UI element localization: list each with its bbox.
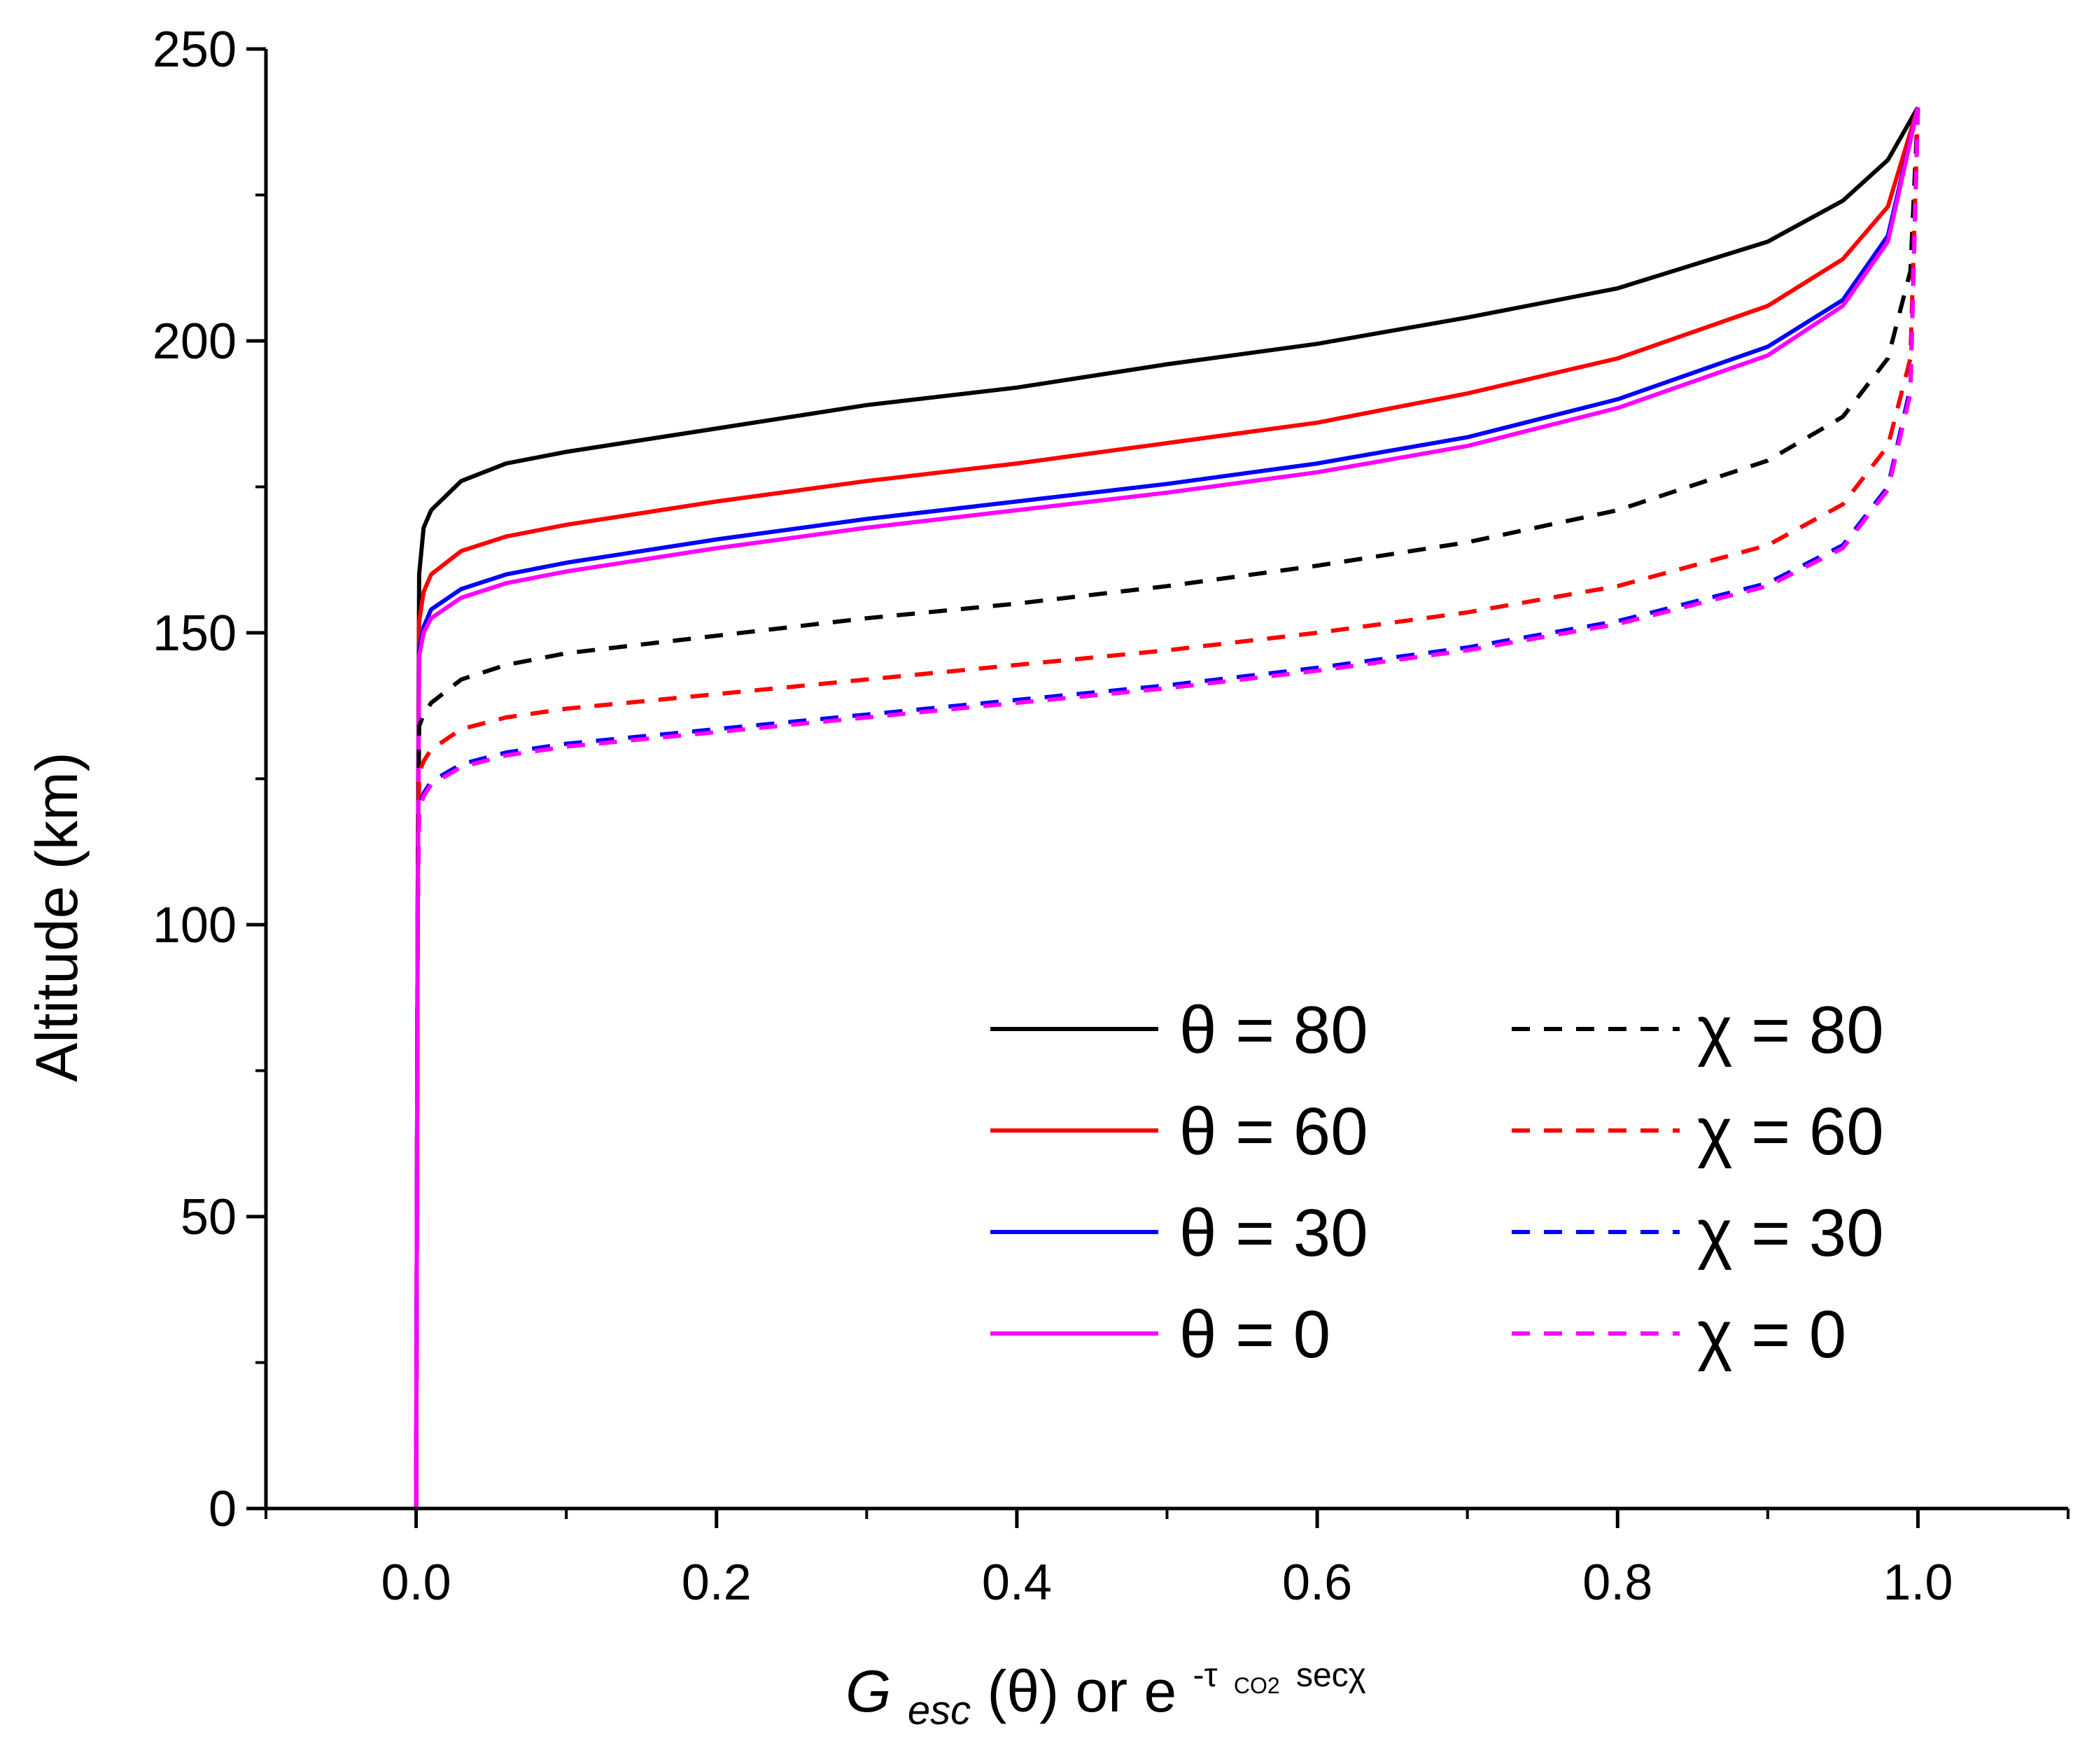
series-line-4 xyxy=(414,106,1920,1509)
series-line-6 xyxy=(414,107,1920,1509)
y-tick-label: 200 xyxy=(153,314,237,370)
y-tick-label: 100 xyxy=(153,897,237,953)
x-axis-title: G esc (θ) or e -τ CO2 secχ xyxy=(845,1633,1366,1737)
x-axis-title-exp-sub: CO2 xyxy=(1234,1673,1280,1698)
legend-label-6: χ = 60 xyxy=(1697,1094,1884,1169)
y-axis-title: Altitude (km) xyxy=(24,752,90,1082)
y-tick-label: 0 xyxy=(209,1481,237,1537)
legend-label-2: θ = 60 xyxy=(1179,1094,1368,1169)
y-ticks: 0 50 100 150 200 250 xyxy=(153,22,266,1537)
x-axis-title-exp-suffix: secχ xyxy=(1296,1657,1366,1694)
x-ticks: 0.0 0.2 0.4 0.6 0.8 1.0 xyxy=(265,1508,2070,1611)
series-line-3 xyxy=(414,106,1920,1509)
x-axis-title-main-sub: esc xyxy=(908,1688,971,1733)
legend-label-1: θ = 80 xyxy=(1179,993,1368,1068)
series-line-5 xyxy=(414,107,1920,1509)
x-tick-label: 1.0 xyxy=(1883,1555,1953,1611)
series-line-2 xyxy=(414,106,1920,1509)
legend-label-8: χ = 0 xyxy=(1697,1297,1846,1372)
x-axis-title-main: G xyxy=(845,1658,891,1724)
x-tick-label: 0.6 xyxy=(1282,1555,1352,1611)
series-line-1 xyxy=(414,106,1920,1509)
x-axis-title-exp-prefix: -τ xyxy=(1193,1657,1218,1694)
y-tick-label: 250 xyxy=(153,22,237,78)
x-axis-title-arg: (θ) or e xyxy=(987,1658,1176,1724)
x-tick-label: 0.4 xyxy=(982,1555,1052,1611)
y-tick-label: 50 xyxy=(181,1189,237,1245)
series-line-8 xyxy=(414,107,1920,1509)
legend-label-4: θ = 0 xyxy=(1179,1297,1330,1372)
legend-label-7: χ = 30 xyxy=(1697,1196,1884,1270)
x-tick-label: 0.8 xyxy=(1582,1555,1652,1611)
y-tick-label: 150 xyxy=(153,606,237,662)
legend-label-3: θ = 30 xyxy=(1179,1196,1368,1270)
x-tick-label: 0.2 xyxy=(682,1555,752,1611)
plot-lines xyxy=(414,106,1920,1509)
x-tick-label: 0.0 xyxy=(381,1555,451,1611)
legend: θ = 80 θ = 60 θ = 30 θ = 0 χ = 80 χ = 60 χ = 3… xyxy=(990,993,1884,1372)
legend-label-5: χ = 80 xyxy=(1697,993,1884,1068)
